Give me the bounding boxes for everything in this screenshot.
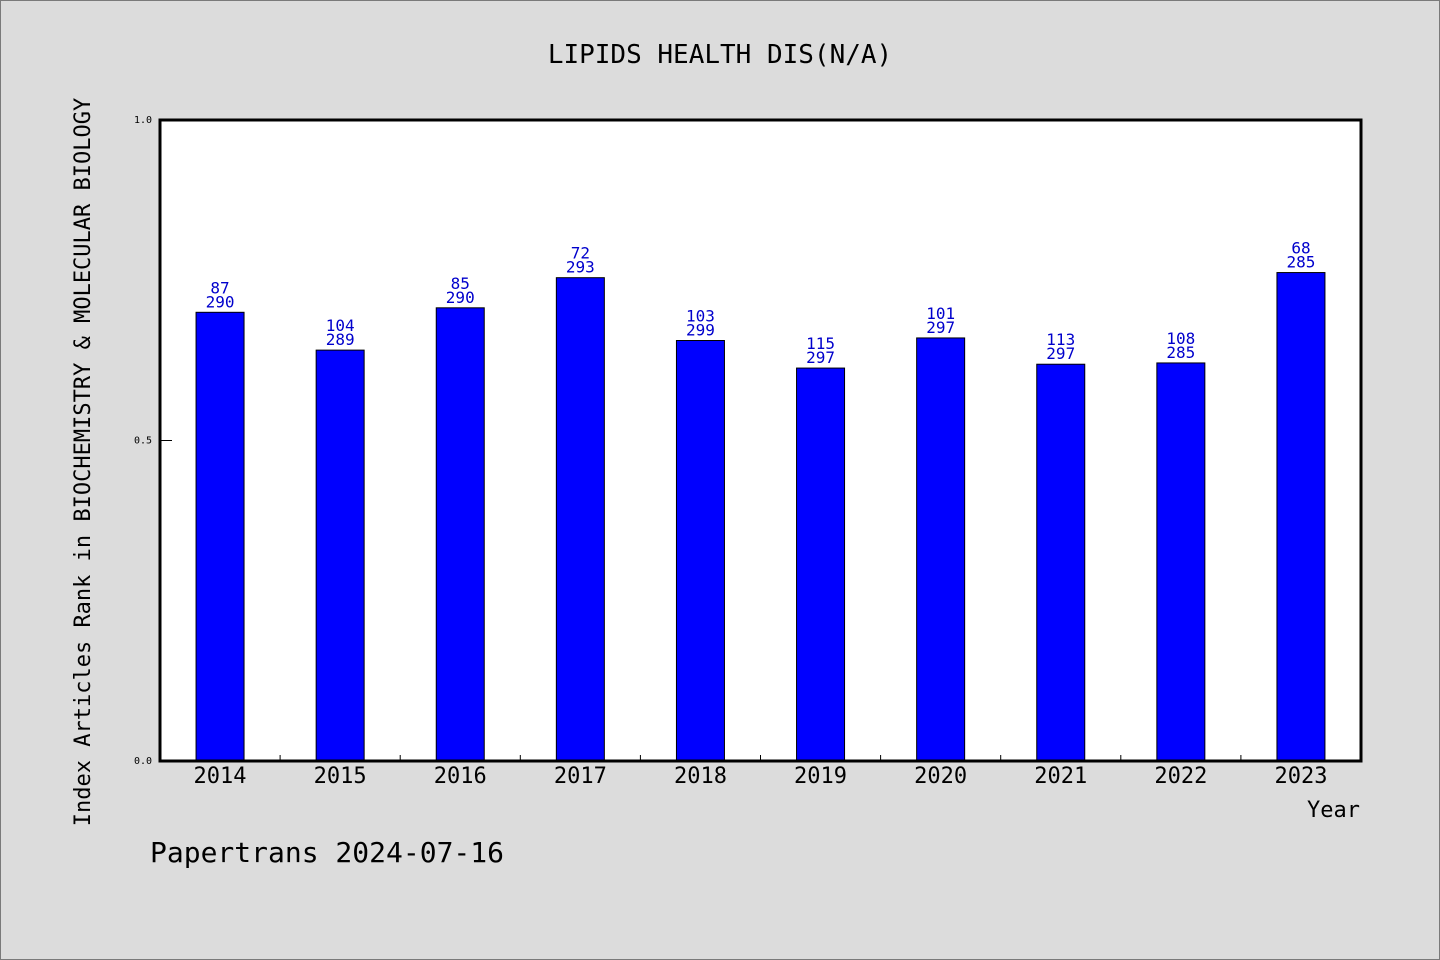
bar-2023 bbox=[1276, 272, 1326, 762]
bar-rank-label-2022: 108 bbox=[1166, 329, 1195, 348]
y-tick-label-1.0: 1.0 bbox=[134, 115, 152, 126]
bar-total-label-2017: 293 bbox=[566, 258, 595, 277]
x-tick-label-2019: 2019 bbox=[794, 764, 847, 789]
bar-2019 bbox=[796, 367, 846, 762]
bar-2018 bbox=[675, 340, 725, 762]
bar-rank-label-2014: 87 bbox=[210, 278, 229, 297]
bar-total-label-2016: 290 bbox=[446, 288, 475, 307]
bar-rank-label-2020: 101 bbox=[926, 304, 955, 323]
bar-2015 bbox=[315, 349, 365, 762]
x-axis: 2014 2015 2016 2017 2018 2019 2020 2021 2022 2023 bbox=[194, 755, 1327, 789]
bar-2016 bbox=[435, 307, 485, 762]
bar-rank-label-2021: 113 bbox=[1046, 330, 1075, 349]
x-tick-label-2021: 2021 bbox=[1034, 764, 1087, 789]
bar-total-label-2023: 285 bbox=[1286, 253, 1315, 272]
bar-total-label-2014: 290 bbox=[206, 292, 235, 311]
footer-credit: Papertrans 2024-07-16 bbox=[150, 836, 504, 869]
bar-rank-label-2019: 115 bbox=[806, 334, 835, 353]
y-tick-label-0.0: 0.0 bbox=[134, 756, 152, 767]
y-tick-label-0.5: 0.5 bbox=[134, 436, 152, 447]
x-tick-label-2018: 2018 bbox=[674, 764, 727, 789]
bar-2021 bbox=[1036, 363, 1086, 762]
x-tick-label-2016: 2016 bbox=[434, 764, 487, 789]
bar-2022 bbox=[1156, 362, 1206, 762]
y-axis-title: Index Articles Rank in BIOCHEMISTRY & MO… bbox=[71, 98, 96, 826]
bar-total-label-2022: 285 bbox=[1166, 343, 1195, 362]
bar-total-label-2021: 297 bbox=[1046, 344, 1075, 363]
bar-rank-label-2023: 68 bbox=[1291, 239, 1310, 258]
chart-title: LIPIDS HEALTH DIS(N/A) bbox=[548, 40, 892, 70]
bars-group bbox=[195, 272, 1326, 762]
bar-total-label-2015: 289 bbox=[326, 330, 355, 349]
x-tick-label-2022: 2022 bbox=[1154, 764, 1207, 789]
bar-total-label-2020: 297 bbox=[926, 318, 955, 337]
bar-total-label-2018: 299 bbox=[686, 321, 715, 340]
bar-rank-label-2018: 103 bbox=[686, 307, 715, 326]
x-tick-label-2017: 2017 bbox=[554, 764, 607, 789]
bar-2017 bbox=[555, 277, 605, 762]
x-axis-title: Year bbox=[1307, 798, 1360, 823]
bar-2020 bbox=[916, 337, 966, 762]
bar-2014 bbox=[195, 311, 245, 762]
x-tick-label-2023: 2023 bbox=[1274, 764, 1327, 789]
bar-rank-label-2016: 85 bbox=[451, 274, 470, 293]
x-tick-label-2020: 2020 bbox=[914, 764, 967, 789]
x-tick-label-2014: 2014 bbox=[194, 764, 247, 789]
bar-rank-label-2015: 104 bbox=[326, 316, 355, 335]
x-tick-label-2015: 2015 bbox=[314, 764, 367, 789]
bar-total-label-2019: 297 bbox=[806, 348, 835, 367]
plot-border bbox=[158, 118, 1363, 763]
bar-rank-label-2017: 72 bbox=[571, 244, 590, 263]
value-labels-group: 8729010428985290722931032991152971012971… bbox=[206, 239, 1316, 368]
